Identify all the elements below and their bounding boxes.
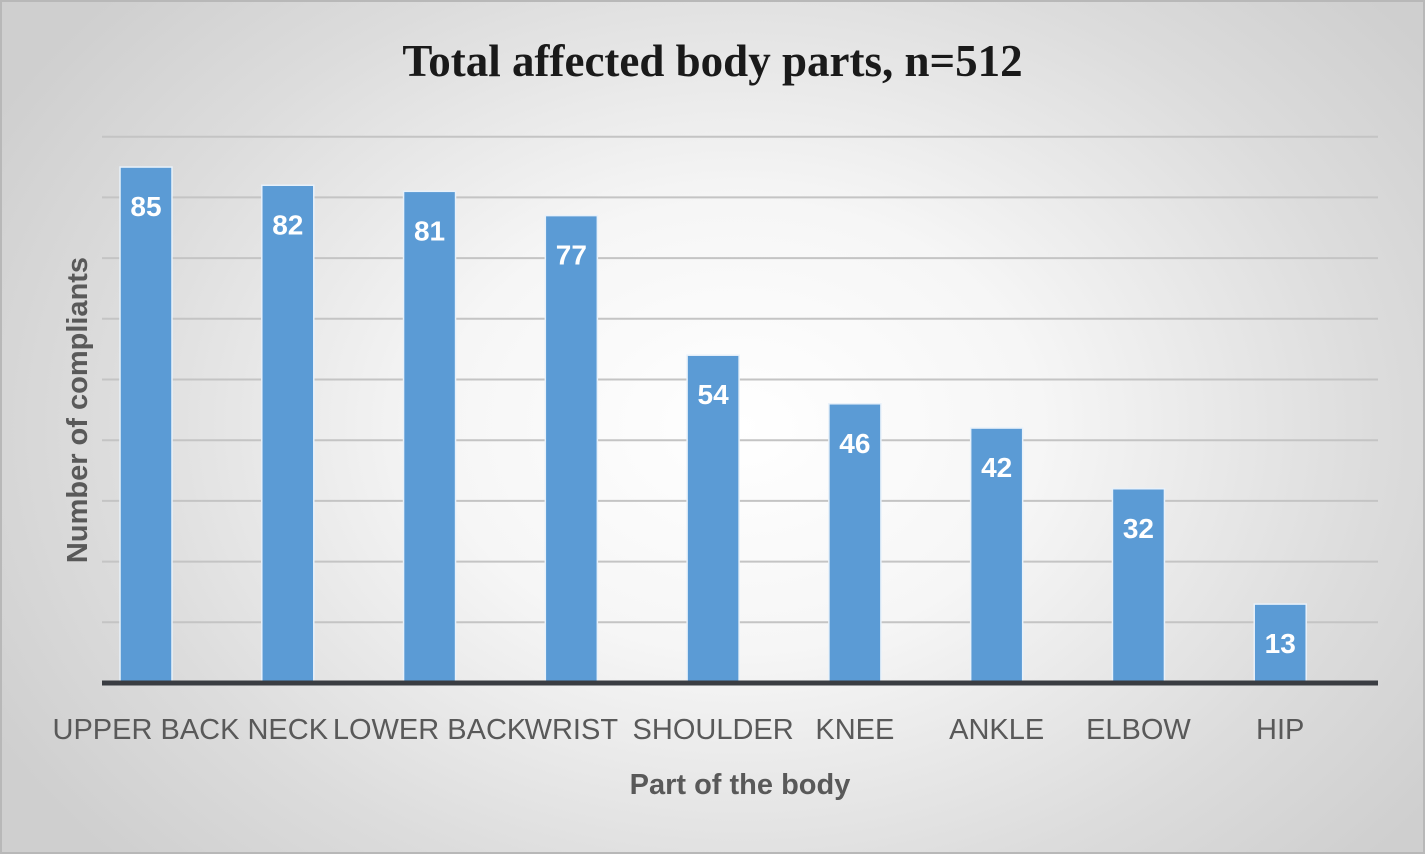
- bar-neck: [261, 184, 315, 684]
- data-label: 85: [130, 191, 161, 222]
- data-label: 42: [981, 452, 1012, 483]
- x-axis-title: Part of the body: [630, 769, 851, 801]
- bar-shoulder: [686, 354, 740, 684]
- data-label: 54: [698, 379, 730, 410]
- data-label: 82: [272, 209, 303, 240]
- x-tick-label: WRIST: [525, 714, 619, 746]
- x-tick-label: SHOULDER: [633, 714, 794, 746]
- y-axis-title: Number of compliants: [62, 257, 94, 563]
- x-tick-label: ELBOW: [1086, 714, 1191, 746]
- data-label: 77: [556, 240, 587, 271]
- data-label: 46: [839, 428, 870, 459]
- x-tick-label: UPPER BACK: [53, 714, 241, 746]
- data-label: 81: [414, 215, 445, 246]
- bar-wrist: [544, 214, 599, 684]
- chart-title: Total affected body parts, n=512: [402, 36, 1023, 86]
- bar-upper-back: [119, 166, 173, 684]
- x-tick-label: HIP: [1256, 714, 1304, 746]
- bar-knee: [828, 403, 882, 684]
- x-tick-label: KNEE: [815, 714, 894, 746]
- data-label: 32: [1123, 513, 1154, 544]
- gridlines: [102, 135, 1378, 624]
- data-label: 13: [1265, 628, 1296, 659]
- bars: 85 82 81 77 54 46 42 32 13: [119, 166, 1307, 684]
- bar-ankle: [969, 427, 1024, 684]
- x-tick-label: NECK: [247, 714, 328, 746]
- bar-elbow: [1111, 488, 1166, 684]
- x-tick-label: LOWER BACK: [333, 714, 527, 746]
- x-tick-label: ANKLE: [949, 714, 1044, 746]
- bar-lower-back: [402, 190, 457, 684]
